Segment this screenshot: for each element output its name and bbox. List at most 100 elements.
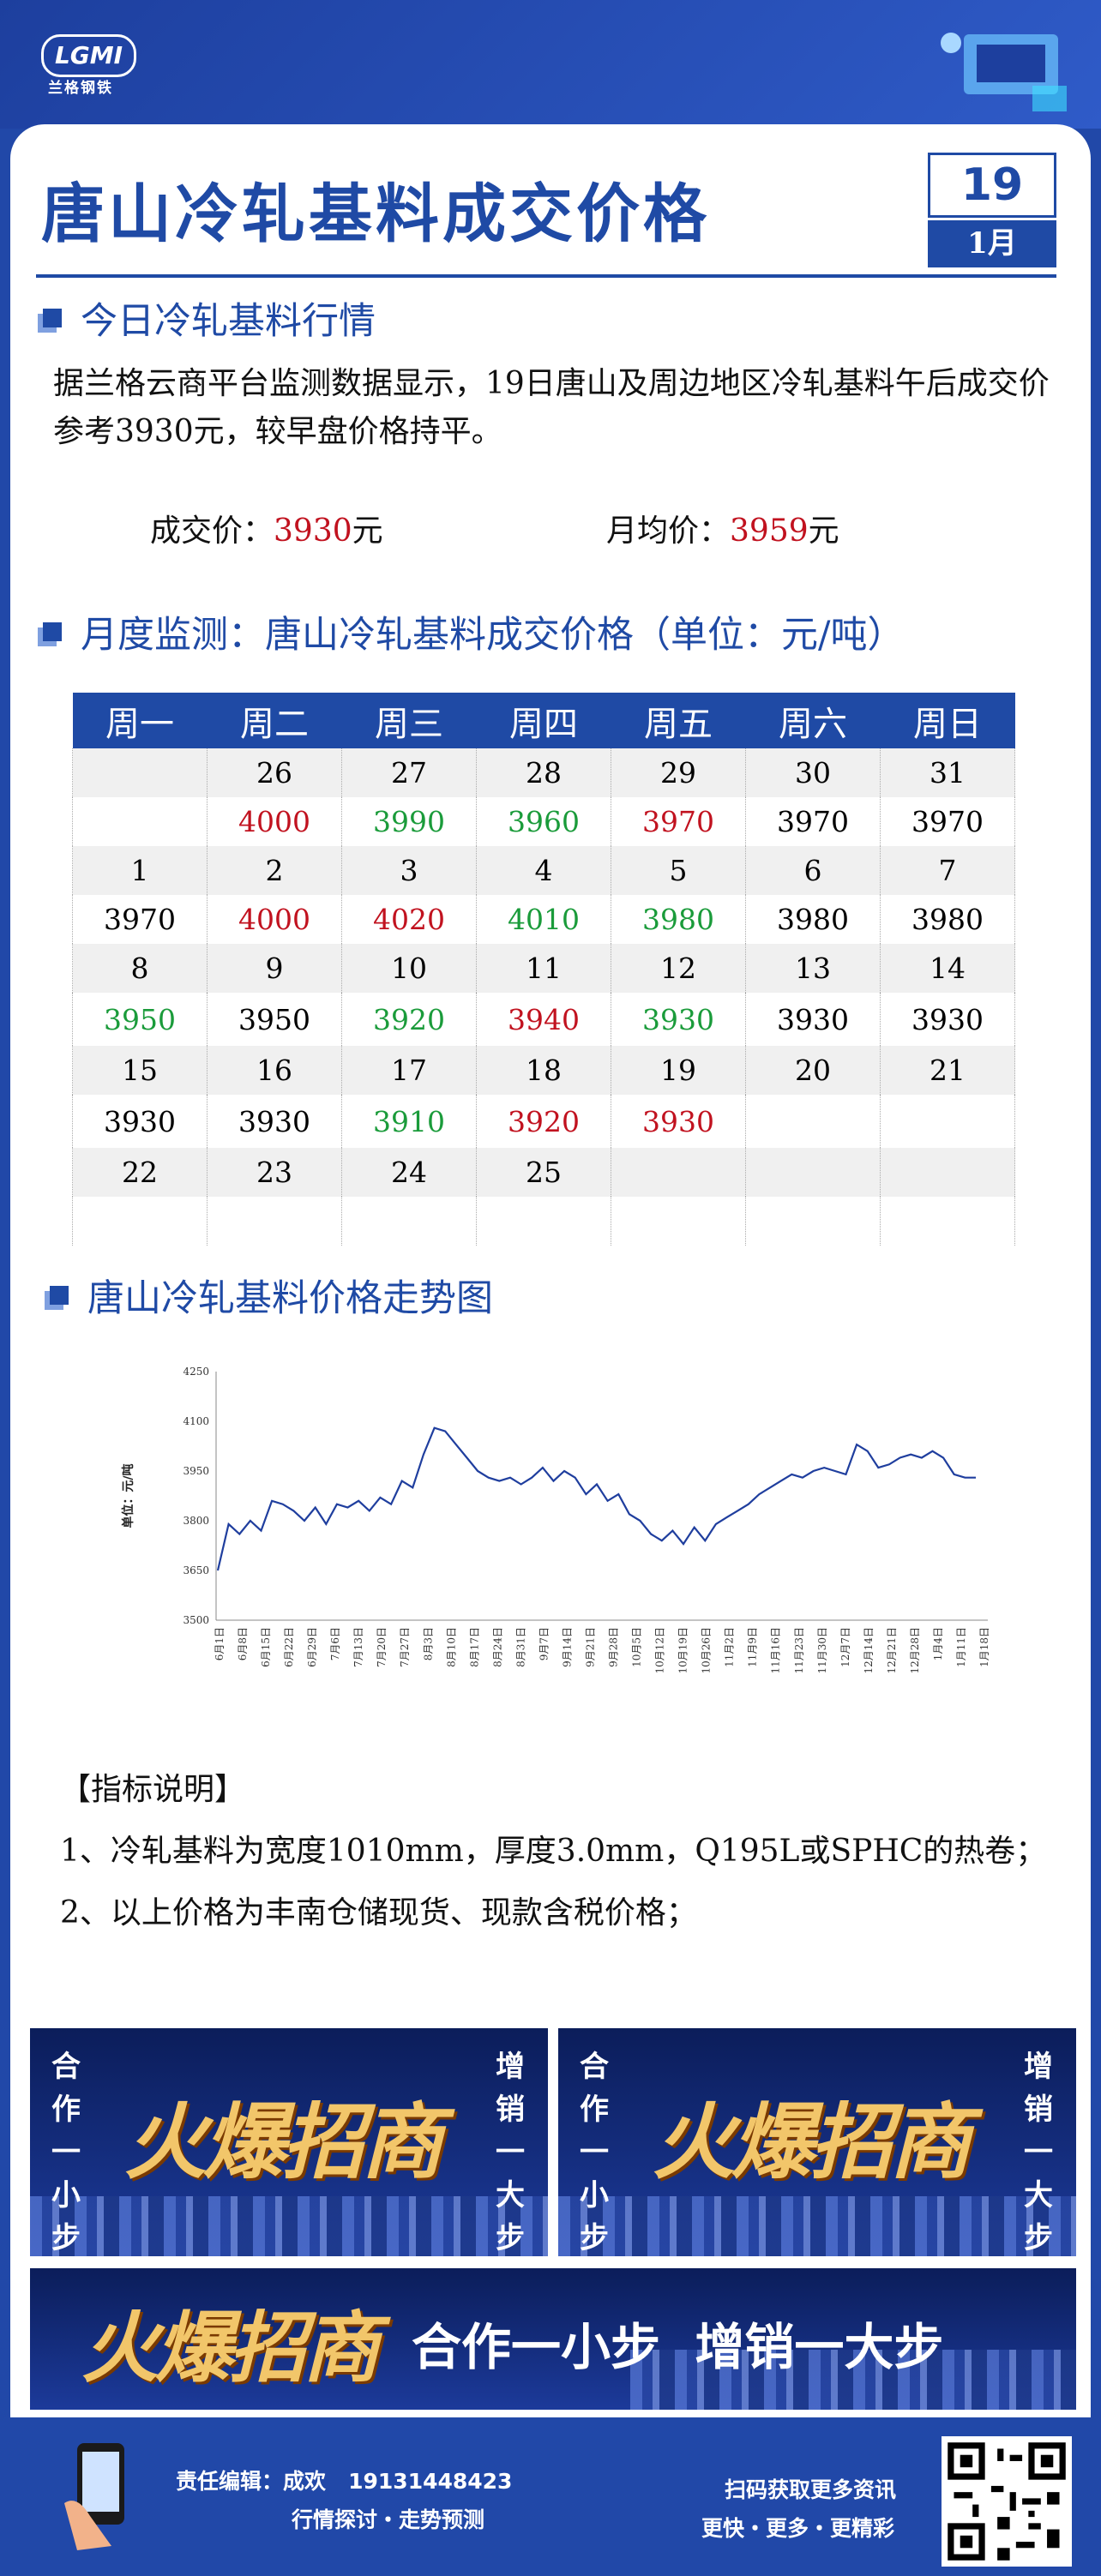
banner-side-left: 合作一小步 [580,2050,609,2255]
y-tick-label: 3650 [183,1564,209,1576]
skyline-graphic [630,2350,1076,2410]
avg-price-value: 3959 [730,513,809,549]
section-heading-text: 今日冷轧基料行情 [81,300,376,343]
price-cell [207,1197,342,1246]
ad-banner-left[interactable]: 合作一小步 火爆招商 增销一大步 [27,2026,550,2259]
date-cell: 12 [611,944,746,993]
x-tick-label: 7月20日 [376,1627,388,1667]
top-banner [0,0,1101,129]
price-cell: 3910 [341,1095,477,1148]
avg-price-label: 月均价： [606,513,731,549]
deal-price: 成交价：3930元 [150,506,383,550]
deal-price-label: 成交价： [150,513,274,549]
deal-price-value: 3930 [274,513,352,549]
footer-tagline: 行情探讨・走势预测 [292,2507,485,2532]
banner-side-right: 增销一大步 [1024,2050,1053,2255]
notes-heading: 【指标说明】 [60,1772,246,1807]
price-cell: 3930 [611,1095,746,1148]
x-tick-label: 8月17日 [468,1627,480,1667]
date-cell: 11 [476,944,611,993]
x-tick-label: 12月21日 [886,1627,898,1674]
section-heading-today: 今日冷轧基料行情 [43,291,376,345]
date-row: 26 27 28 29 30 31 [72,748,1015,797]
calendar-header: 周一 周二 周三 周四 周五 周六 周日 [72,693,1015,748]
x-tick-label: 6月1日 [214,1627,226,1660]
price-cell: 4000 [207,895,342,944]
date-row: 22 23 24 25 [72,1148,1015,1197]
date-day: 19 [928,153,1056,218]
price-cell [880,1197,1015,1246]
y-tick-label: 4250 [183,1366,209,1378]
date-cell: 9 [207,944,342,993]
ad-banner-wide[interactable]: 火爆招商 合作一小步 增销一大步 [27,2266,1079,2412]
x-tick-label: 10月5日 [631,1627,643,1667]
x-tick-label: 6月29日 [306,1627,318,1667]
date-cell: 13 [745,944,881,993]
price-cell: 3920 [476,1095,611,1148]
date-cell: 28 [476,748,611,797]
date-cell [72,748,208,797]
date-cell [880,1148,1015,1197]
date-row: 8 9 10 11 12 13 14 [72,944,1015,993]
date-cell: 18 [476,1046,611,1095]
x-tick-label: 12月28日 [909,1627,921,1674]
price-row: 3930 3930 3910 3920 3930 [72,1095,1015,1148]
banner-main-text: 火爆招商 [81,2303,380,2393]
weekday-header: 周日 [880,693,1015,748]
skyline-graphic [30,2196,548,2256]
price-cell: 3930 [611,993,746,1046]
scan-prompt: 扫码获取更多资讯 [725,2477,897,2502]
weekday-header: 周一 [72,693,208,748]
x-tick-label: 7月27日 [399,1627,411,1667]
price-calendar: 周一 周二 周三 周四 周五 周六 周日 26 27 28 29 30 31 4000 3990 3960 3… [72,693,1015,1246]
date-box: 19 1月 [928,153,1056,273]
x-tick-label: 10月19日 [677,1627,689,1674]
x-tick-label: 1月11日 [955,1627,967,1667]
price-cell: 3980 [745,895,881,944]
bullet-square-icon [43,309,62,327]
x-tick-label: 8月10日 [445,1627,457,1667]
price-cell [72,1197,208,1246]
x-tick-label: 9月7日 [538,1627,550,1660]
x-tick-label: 6月22日 [283,1627,295,1667]
skyline-graphic [558,2196,1076,2256]
weekday-header: 周四 [476,693,611,748]
weekday-header: 周六 [745,693,881,748]
date-cell: 30 [745,748,881,797]
x-tick-label: 8月24日 [491,1627,503,1667]
ad-banner-right[interactable]: 合作一小步 火爆招商 增销一大步 [556,2026,1079,2259]
phone-hand-icon [64,2443,124,2550]
price-row: 3970 4000 4020 4010 3980 3980 3980 [72,895,1015,944]
banner-main-text: 火爆招商 [653,2093,972,2190]
bullet-square-icon [43,622,62,641]
x-tick-label: 12月14日 [863,1627,875,1674]
x-tick-label: 9月28日 [608,1627,620,1667]
x-tick-label: 11月2日 [724,1627,736,1667]
price-cell: 3950 [72,993,208,1046]
price-cell: 3970 [745,797,881,846]
date-cell: 20 [745,1046,881,1095]
price-cell: 4010 [476,895,611,944]
date-cell: 8 [72,944,208,993]
x-tick-label: 11月16日 [770,1627,782,1674]
x-tick-label: 12月7日 [839,1627,851,1667]
date-cell: 29 [611,748,746,797]
price-cell: 3970 [72,895,208,944]
date-cell: 17 [341,1046,477,1095]
editor-info: 责任编辑：成欢 19131448423 [176,2469,513,2494]
y-tick-label: 3800 [183,1515,209,1527]
monthly-average: 月均价：3959元 [606,506,839,550]
price-cell [476,1197,611,1246]
price-row [72,1197,1015,1246]
x-tick-label: 7月13日 [352,1627,364,1667]
price-cell: 3950 [207,993,342,1046]
avg-price-unit: 元 [808,513,839,549]
price-cell: 4020 [341,895,477,944]
qr-code-icon[interactable] [942,2436,1072,2567]
x-tick-label: 9月14日 [561,1627,573,1667]
date-cell: 22 [72,1148,208,1197]
price-cell: 3980 [611,895,746,944]
date-cell: 6 [745,846,881,895]
price-cell: 3920 [341,993,477,1046]
date-cell: 24 [341,1148,477,1197]
